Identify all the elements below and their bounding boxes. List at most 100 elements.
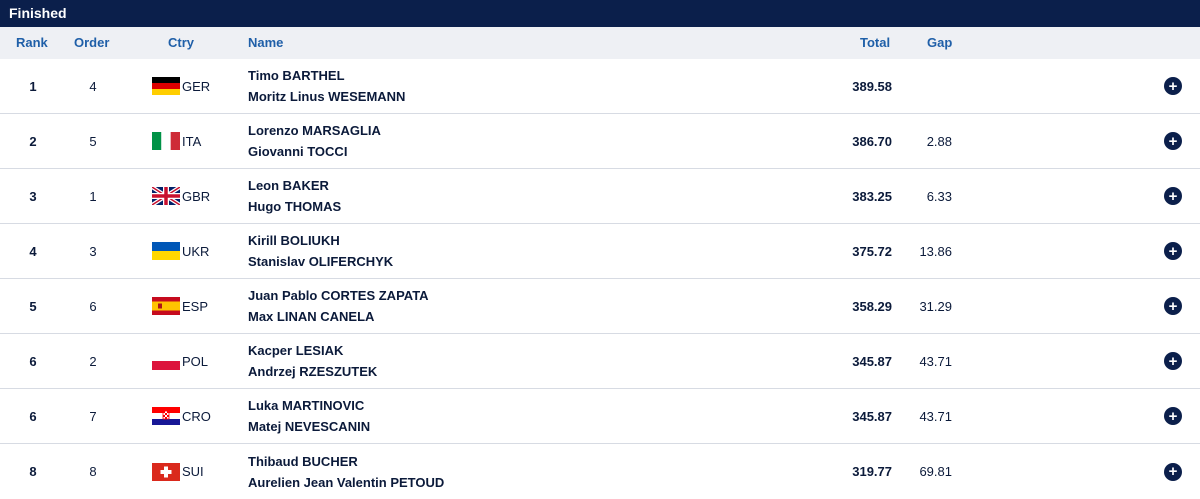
rank-cell: 3 (29, 188, 37, 204)
athlete-name-2[interactable]: Stanislav OLIFERCHYK (248, 254, 394, 269)
table-row[interactable]: 1 4 GER Timo BARTHEL Moritz Linus WESEMANN 38… (0, 59, 1200, 114)
expand-cell: + (1164, 389, 1182, 443)
gap-cell: 31.29 (919, 298, 952, 314)
table-row[interactable]: 5 6 ESP Juan Pablo CORTES ZAPATA Max LINAN C… (0, 279, 1200, 334)
athlete-name-1[interactable]: Juan Pablo CORTES ZAPATA (248, 288, 429, 303)
country-cell: CRO (152, 389, 211, 443)
country-code: ITA (182, 133, 202, 149)
rank-cell: 8 (29, 464, 37, 479)
results-status-bar: Finished (0, 0, 1200, 27)
gap-cell: 6.33 (926, 188, 952, 204)
rank-cell: 6 (29, 408, 37, 424)
gap-cell: 2.88 (926, 133, 952, 149)
rank-cell: 1 (29, 78, 37, 94)
rank-cell: 2 (29, 133, 37, 149)
expand-cell: + (1164, 444, 1182, 499)
athlete-name-1[interactable]: Lorenzo MARSAGLIA (248, 123, 381, 138)
athlete-name-1[interactable]: Luka MARTINOVIC (248, 398, 365, 413)
total-cell: 358.29 (852, 298, 892, 314)
expand-row-icon[interactable]: + (1164, 187, 1182, 205)
athlete-name-2[interactable]: Aurelien Jean Valentin PETOUD (248, 474, 445, 490)
country-cell: ITA (152, 114, 201, 168)
italy-flag (152, 132, 180, 150)
expand-row-icon[interactable]: + (1164, 407, 1182, 425)
germany-flag (152, 77, 180, 95)
athlete-names: Lorenzo MARSAGLIA Giovanni TOCCI (248, 114, 381, 168)
country-cell: POL (152, 334, 208, 388)
rank-cell: 5 (29, 298, 37, 314)
country-cell: SUI (152, 444, 204, 499)
expand-row-icon[interactable]: + (1164, 352, 1182, 370)
athlete-name-1[interactable]: Timo BARTHEL (248, 68, 345, 83)
total-cell: 319.77 (852, 464, 892, 479)
gap-cell (900, 59, 952, 113)
expand-row-icon[interactable]: + (1164, 77, 1182, 95)
expand-cell: + (1164, 114, 1182, 168)
table-row[interactable]: 6 2 POL Kacper LESIAK Andrzej RZESZUTEK 345.8… (0, 334, 1200, 389)
athlete-names: Kirill BOLIUKH Stanislav OLIFERCHYK (248, 224, 393, 278)
country-code: CRO (182, 408, 211, 424)
header-rank[interactable]: Rank (16, 35, 48, 50)
athlete-name-2[interactable]: Max LINAN CANELA (248, 309, 375, 324)
header-gap[interactable]: Gap (927, 35, 953, 50)
athlete-name-1[interactable]: Kirill BOLIUKH (248, 233, 340, 248)
order-cell: 7 (89, 408, 97, 424)
athlete-name-2[interactable]: Moritz Linus WESEMANN (248, 89, 406, 104)
table-row[interactable]: 6 7 CRO Luka MARTINOVIC Matej NEVESCANIN 345.… (0, 389, 1200, 444)
expand-cell: + (1164, 279, 1182, 333)
order-cell: 5 (89, 133, 97, 149)
expand-cell: + (1164, 334, 1182, 388)
athlete-name-1[interactable]: Kacper LESIAK (248, 343, 344, 358)
athlete-names: Thibaud BUCHER Aurelien Jean Valentin PET… (248, 444, 444, 499)
expand-row-icon[interactable]: + (1164, 297, 1182, 315)
country-code: GER (182, 78, 211, 94)
athlete-names: Timo BARTHEL Moritz Linus WESEMANN (248, 59, 405, 113)
expand-row-icon[interactable]: + (1164, 242, 1182, 260)
gap-cell: 69.81 (919, 464, 952, 479)
croatia-flag (152, 407, 180, 425)
athlete-names: Juan Pablo CORTES ZAPATA Max LINAN CANELA (248, 279, 429, 333)
expand-row-icon[interactable]: + (1164, 462, 1182, 481)
order-cell: 2 (89, 353, 97, 369)
great-britain-flag (152, 187, 180, 205)
total-cell: 345.87 (852, 408, 892, 424)
athlete-name-1[interactable]: Leon BAKER (248, 178, 329, 193)
header-order[interactable]: Order (74, 35, 110, 50)
country-code: GBR (182, 188, 211, 204)
country-code: SUI (182, 464, 204, 479)
table-row[interactable]: 2 5 ITA Lorenzo MARSAGLIA Giovanni TOCCI 386.… (0, 114, 1200, 169)
poland-flag (152, 352, 180, 370)
country-cell: ESP (152, 279, 208, 333)
header-name[interactable]: Name (248, 35, 284, 50)
country-code: UKR (182, 243, 210, 259)
athlete-name-1[interactable]: Thibaud BUCHER (248, 453, 358, 469)
ukraine-flag (152, 242, 180, 260)
table-row[interactable]: 4 3 UKR Kirill BOLIUKH Stanislav OLIFERCHYK 3… (0, 224, 1200, 279)
order-cell: 4 (89, 78, 97, 94)
table-row[interactable]: 3 1 GBR Leon BAKER Hugo THOMAS 383.25 6.33 + (0, 169, 1200, 224)
athlete-name-2[interactable]: Matej NEVESCANIN (248, 419, 371, 434)
total-cell: 389.58 (852, 78, 892, 94)
switzerland-flag (152, 462, 180, 481)
total-cell: 383.25 (852, 188, 892, 204)
header-total[interactable]: Total (860, 35, 891, 50)
order-cell: 3 (89, 243, 97, 259)
country-cell: UKR (152, 224, 209, 278)
results-table-body: 1 4 GER Timo BARTHEL Moritz Linus WESEMANN 38… (0, 59, 1200, 499)
country-code: ESP (182, 298, 209, 314)
expand-cell: + (1164, 59, 1182, 113)
country-code: POL (182, 353, 209, 369)
athlete-name-2[interactable]: Andrzej RZESZUTEK (248, 364, 378, 379)
gap-cell: 43.71 (919, 353, 952, 369)
athlete-name-2[interactable]: Giovanni TOCCI (248, 144, 348, 159)
header-ctry[interactable]: Ctry (168, 35, 195, 50)
expand-cell: + (1164, 224, 1182, 278)
expand-row-icon[interactable]: + (1164, 132, 1182, 150)
gap-cell: 13.86 (919, 243, 952, 259)
athlete-name-2[interactable]: Hugo THOMAS (248, 199, 342, 214)
rank-cell: 6 (29, 353, 37, 369)
table-row[interactable]: 8 8 SUI Thibaud BUCHER Aurelien Jean Valenti… (0, 444, 1200, 499)
athlete-names: Kacper LESIAK Andrzej RZESZUTEK (248, 334, 377, 388)
gap-cell: 43.71 (919, 408, 952, 424)
order-cell: 6 (89, 298, 97, 314)
